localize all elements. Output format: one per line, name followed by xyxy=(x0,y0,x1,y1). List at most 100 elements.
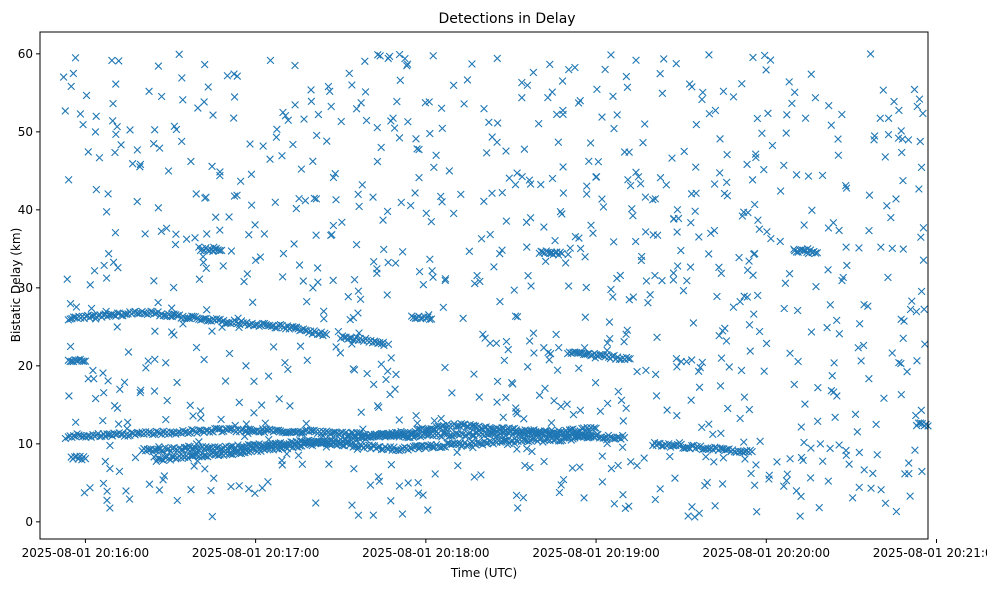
data-point xyxy=(828,371,837,380)
data-point xyxy=(581,253,589,261)
data-point xyxy=(397,198,406,207)
data-point xyxy=(669,215,678,223)
data-point xyxy=(548,88,557,96)
data-point xyxy=(675,438,684,447)
data-point xyxy=(558,77,567,85)
data-point xyxy=(827,121,836,129)
data-point xyxy=(392,370,400,379)
data-point xyxy=(574,364,583,373)
data-point xyxy=(350,464,358,473)
data-point xyxy=(559,110,567,119)
data-point xyxy=(250,377,258,386)
data-point xyxy=(717,354,726,362)
data-point xyxy=(545,355,553,364)
data-point xyxy=(109,99,117,108)
data-point xyxy=(125,495,134,503)
data-point xyxy=(722,178,731,187)
data-point xyxy=(470,370,478,378)
data-point xyxy=(111,80,120,88)
data-point xyxy=(745,257,753,265)
data-point xyxy=(564,282,573,290)
data-point xyxy=(610,500,619,508)
data-point xyxy=(753,291,762,300)
data-point xyxy=(79,357,88,366)
data-point xyxy=(230,93,239,101)
data-point xyxy=(688,83,696,91)
data-point xyxy=(564,65,573,74)
data-point xyxy=(182,235,191,243)
data-point xyxy=(375,477,384,486)
data-point xyxy=(202,264,211,273)
data-point xyxy=(439,303,448,312)
data-point xyxy=(427,315,436,323)
data-point xyxy=(624,354,633,363)
data-point xyxy=(746,347,755,355)
data-point xyxy=(80,488,89,497)
data-point xyxy=(749,250,758,258)
data-point xyxy=(917,163,926,172)
data-point xyxy=(601,65,609,74)
data-point xyxy=(332,343,340,351)
data-point xyxy=(807,444,815,452)
data-point xyxy=(470,473,479,481)
data-point xyxy=(743,160,751,169)
data-point xyxy=(374,473,383,481)
data-point xyxy=(314,110,323,119)
data-point xyxy=(296,442,304,450)
data-point xyxy=(230,70,238,78)
data-point xyxy=(652,392,661,400)
data-point xyxy=(673,228,681,236)
data-point xyxy=(377,360,386,369)
data-point xyxy=(512,491,521,500)
data-point xyxy=(598,195,606,203)
data-point xyxy=(524,437,533,446)
data-point xyxy=(374,443,382,451)
data-point xyxy=(361,57,369,66)
data-point xyxy=(881,499,890,508)
data-point xyxy=(616,271,625,280)
data-point xyxy=(217,246,226,255)
data-point xyxy=(200,60,209,69)
data-point xyxy=(202,193,210,202)
data-point xyxy=(592,424,600,433)
data-point xyxy=(424,311,433,319)
data-point xyxy=(281,358,289,367)
data-point xyxy=(507,378,516,387)
data-point xyxy=(892,507,901,516)
data-point xyxy=(208,512,217,521)
data-point xyxy=(550,396,558,405)
data-point xyxy=(486,339,494,348)
data-point xyxy=(920,305,928,314)
data-point xyxy=(513,445,521,453)
data-point xyxy=(291,101,299,109)
data-point xyxy=(788,99,796,108)
data-point xyxy=(325,460,333,468)
data-point xyxy=(498,188,507,197)
data-point xyxy=(187,425,196,434)
data-point xyxy=(502,337,511,346)
data-point xyxy=(231,421,240,430)
data-point xyxy=(216,168,224,176)
data-point xyxy=(59,73,68,81)
data-point xyxy=(826,301,835,309)
data-point xyxy=(207,427,216,435)
data-point xyxy=(260,230,269,238)
data-point xyxy=(136,388,145,397)
data-point xyxy=(824,265,832,274)
data-point xyxy=(510,286,519,294)
data-point xyxy=(229,114,238,122)
data-point xyxy=(278,456,286,465)
data-point xyxy=(172,125,181,134)
data-point xyxy=(298,429,306,438)
data-point xyxy=(294,451,303,460)
data-point xyxy=(295,261,304,269)
data-point xyxy=(636,179,645,188)
data-point xyxy=(581,313,590,322)
data-point xyxy=(524,271,532,280)
data-point xyxy=(312,231,320,239)
data-point xyxy=(523,81,532,90)
data-point xyxy=(120,310,129,318)
data-point xyxy=(145,480,154,488)
data-point xyxy=(389,114,397,122)
